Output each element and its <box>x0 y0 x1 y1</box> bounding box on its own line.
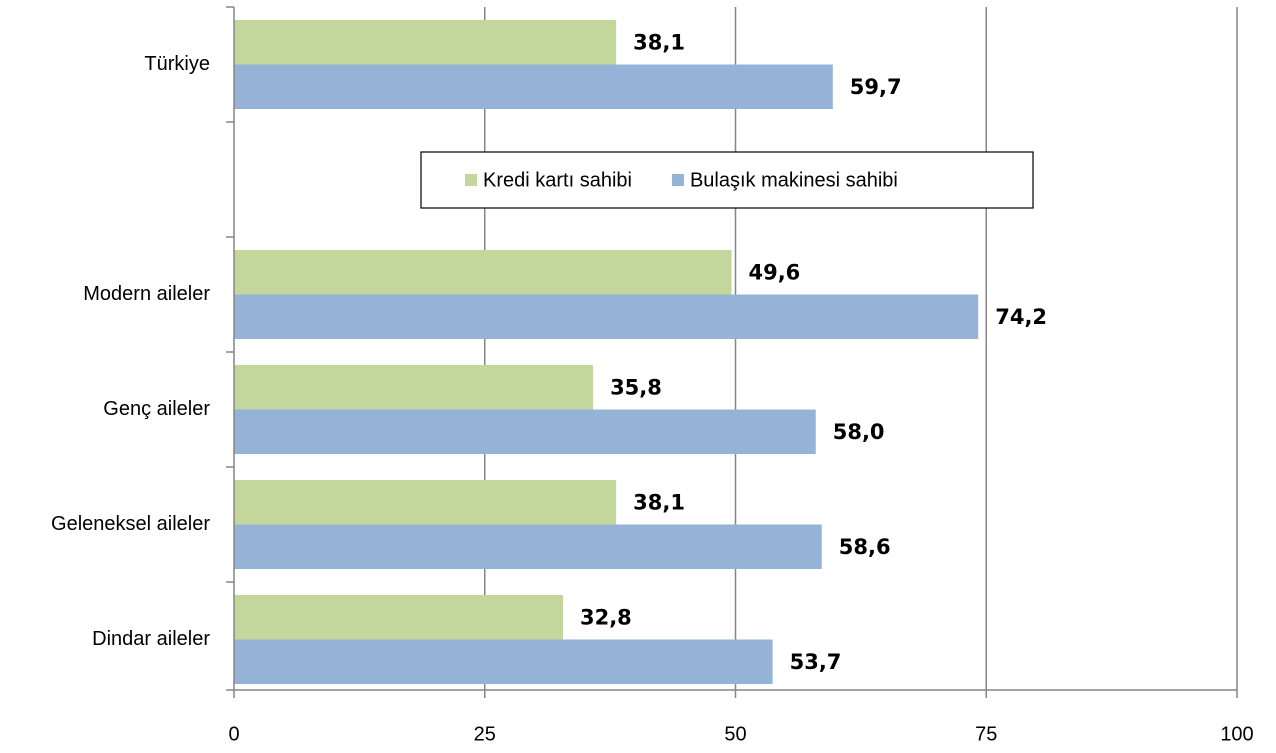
legend-label: Bulaşık makinesi sahibi <box>690 169 898 191</box>
value-label: 49,6 <box>748 260 800 284</box>
bar <box>234 409 816 454</box>
value-label: 38,1 <box>633 30 685 54</box>
y-tick-label: Modern aileler <box>83 283 210 305</box>
x-tick-label: 0 <box>228 723 239 745</box>
y-tick-label: Geleneksel aileler <box>51 513 210 535</box>
bar <box>234 250 732 295</box>
value-label: 58,6 <box>839 535 891 559</box>
legend: Kredi kartı sahibi Bulaşık makinesi sahib… <box>420 151 1034 209</box>
bar <box>234 294 979 339</box>
y-tick-label: Dindar aileler <box>92 628 210 650</box>
bar <box>234 639 773 684</box>
value-label: 53,7 <box>790 650 842 674</box>
value-label: 32,8 <box>580 605 632 629</box>
x-tick-label: 25 <box>474 723 496 745</box>
value-label: 35,8 <box>610 375 662 399</box>
legend-box <box>420 151 1034 209</box>
bar <box>234 524 822 569</box>
bar <box>234 64 833 109</box>
value-label: 74,2 <box>995 305 1047 329</box>
bar <box>234 20 617 65</box>
legend-label: Kredi kartı sahibi <box>483 169 632 191</box>
value-label: 58,0 <box>833 420 885 444</box>
x-tick-label: 50 <box>724 723 746 745</box>
y-tick-label: Genç aileler <box>103 398 210 420</box>
x-tick-label: 75 <box>975 723 997 745</box>
y-tick-label: Türkiye <box>144 53 210 75</box>
value-label: 38,1 <box>633 490 685 514</box>
bar <box>234 595 563 640</box>
value-label: 59,7 <box>850 75 902 99</box>
legend-swatch <box>465 174 477 186</box>
bar <box>234 365 594 410</box>
x-tick-label: 100 <box>1220 723 1253 745</box>
legend-swatch <box>671 174 684 186</box>
bar <box>234 480 617 525</box>
